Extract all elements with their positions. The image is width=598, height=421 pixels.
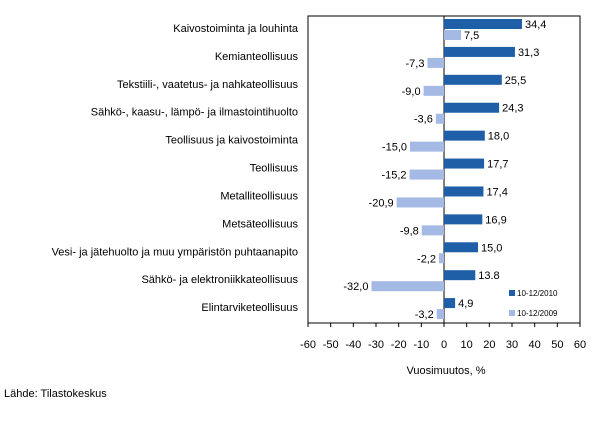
x-axis-label: Vuosimuutos, % <box>406 365 485 377</box>
legend-swatch <box>509 310 515 316</box>
data-label: -3,6 <box>414 114 433 126</box>
data-label: 15,0 <box>481 242 502 254</box>
bar-series-2009 <box>423 85 444 96</box>
category-label: Kemianteollisuus <box>215 51 299 63</box>
x-tick-label: 40 <box>529 339 541 351</box>
category-label: Teollisuus <box>250 163 299 175</box>
category-label: Metalliteollisuus <box>220 190 298 202</box>
x-tick-label: 10 <box>461 339 473 351</box>
data-label: 17,4 <box>486 186 507 198</box>
x-tick-label: 20 <box>483 339 495 351</box>
x-tick-label: 30 <box>506 339 518 351</box>
bar-series-2009 <box>409 169 444 180</box>
category-label: Tekstiili-, vaatetus- ja nahkateollisuus <box>117 79 298 91</box>
bar-series-2010 <box>444 298 456 309</box>
bar-series-2010 <box>444 74 502 85</box>
data-label: -9,8 <box>400 225 419 237</box>
x-tick-label: -10 <box>413 339 429 351</box>
data-label: -15,0 <box>382 142 407 154</box>
data-label: -2,2 <box>417 253 436 265</box>
category-label: Kaivostoiminta ja louhinta <box>173 23 299 35</box>
legend-label: 10-12/2009 <box>517 309 558 318</box>
bar-series-2009 <box>421 225 444 236</box>
bar-series-2009 <box>396 197 444 208</box>
data-label: -7,3 <box>405 58 424 70</box>
source-note: Lähde: Tilastokeskus <box>4 388 107 400</box>
bar-series-2010 <box>444 186 484 197</box>
data-label: -20,9 <box>369 197 394 209</box>
x-tick-label: 0 <box>441 339 447 351</box>
bar-series-2009 <box>436 309 444 320</box>
data-label: -32,0 <box>343 281 368 293</box>
data-label: -3,2 <box>415 309 434 321</box>
x-tick-label: 50 <box>551 339 563 351</box>
data-label: 31,3 <box>518 47 539 59</box>
data-label: 34,4 <box>525 19 546 31</box>
category-label: Sähkö- ja elektroniikkateollisuus <box>141 274 298 286</box>
bar-series-2010 <box>444 242 478 253</box>
data-label: 25,5 <box>505 75 526 87</box>
data-label: -15,2 <box>381 170 406 182</box>
bar-series-2009 <box>371 281 444 292</box>
data-label: 16,9 <box>485 214 506 226</box>
data-label: 17,7 <box>487 159 508 171</box>
bar-series-2009 <box>444 30 461 40</box>
bar-series-2010 <box>444 19 522 29</box>
bar-series-2010 <box>444 130 485 141</box>
bar-series-2010 <box>444 158 485 169</box>
x-tick-label: -20 <box>391 339 407 351</box>
category-label: Metsäteollisuus <box>222 218 298 230</box>
data-label: 24,3 <box>502 103 523 115</box>
bar-series-2009 <box>435 113 444 124</box>
legend-label: 10-12/2010 <box>517 289 558 298</box>
bar-series-2009 <box>427 57 444 68</box>
data-label: 13.8 <box>478 270 499 282</box>
category-label: Elintarviketeollisuus <box>201 302 298 314</box>
data-label: -9,0 <box>402 86 421 98</box>
x-tick-label: -40 <box>345 339 361 351</box>
category-label: Sähkö-, kaasu-, lämpö- ja ilmastointihuo… <box>91 107 298 119</box>
x-tick-label: -50 <box>323 339 339 351</box>
category-label: Vesi- ja jätehuolto ja muu ympäristön pu… <box>52 246 298 258</box>
data-label: 4,9 <box>458 298 473 310</box>
data-label: 18,0 <box>488 131 509 143</box>
bar-series-2010 <box>444 214 483 225</box>
bar-series-2010 <box>444 102 500 113</box>
data-label: 7,5 <box>464 30 479 42</box>
category-label: Teollisuus ja kaivostoiminta <box>165 135 299 147</box>
x-tick-label: -60 <box>300 339 316 351</box>
bar-series-2010 <box>444 270 476 281</box>
x-tick-label: -30 <box>368 339 384 351</box>
bar-series-2010 <box>444 46 515 57</box>
legend-swatch <box>509 290 515 296</box>
bar-series-2009 <box>410 141 444 152</box>
bar-series-2009 <box>439 253 444 264</box>
x-tick-label: 60 <box>574 339 586 351</box>
